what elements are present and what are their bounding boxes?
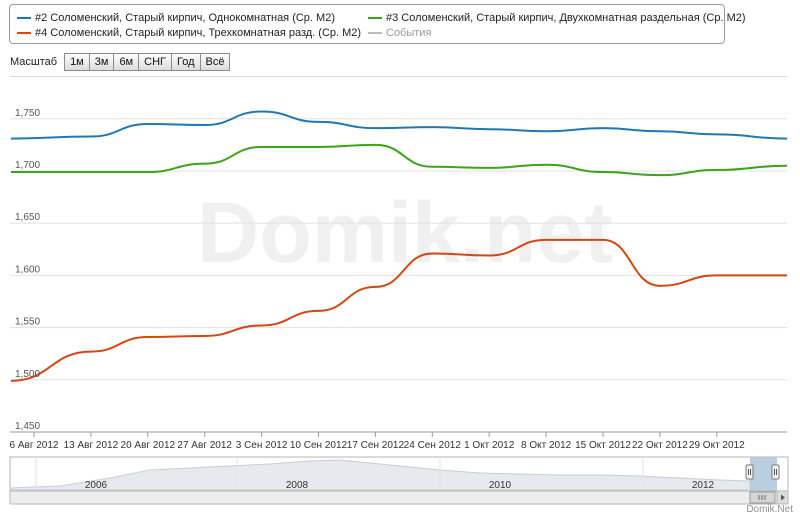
x-tick-label: 13 Авг 2012 [64, 440, 119, 451]
legend-item-series-4[interactable]: #4 Соломенский, Старый кирпич, Трехкомна… [17, 27, 361, 39]
x-tick-label: 1 Окт 2012 [464, 440, 515, 451]
range-button-3m[interactable]: 3м [88, 53, 115, 71]
series-group [10, 110, 788, 382]
x-tick-label: 10 Сен 2012 [290, 440, 348, 451]
navigator[interactable]: 2006 2008 2010 2012 [9, 456, 789, 505]
x-tick-label: 3 Сен 2012 [236, 440, 288, 451]
legend-label: #4 Соломенский, Старый кирпич, Трехкомна… [35, 27, 362, 39]
x-tick-label: 24 Сен 2012 [404, 440, 462, 451]
navigator-year-label: 2012 [692, 480, 715, 491]
navigator-year-label: 2010 [489, 480, 512, 491]
legend-label: События [386, 27, 432, 39]
navigator-year-label: 2006 [85, 480, 108, 491]
x-tick-label: 22 Окт 2012 [632, 440, 688, 451]
y-tick-label: 1,650 [15, 212, 40, 223]
x-tick-label: 27 Авг 2012 [177, 440, 232, 451]
navigator-year-label: 2008 [286, 480, 309, 491]
x-tick-label: 17 Сен 2012 [347, 440, 405, 451]
x-axis: 6 Авг 2012 13 Авг 2012 20 Авг 2012 27 Авг 2… [10, 432, 745, 451]
y-tick-label: 1,550 [15, 317, 40, 328]
navigator-scrollbar-track[interactable] [9, 490, 789, 505]
range-selector-label: Масштаб [10, 56, 58, 68]
legend-line-icon [368, 32, 382, 34]
y-tick-label: 1,750 [15, 108, 40, 119]
legend-item-series-3[interactable]: #3 Соломенский, Старый кирпич, Двухкомна… [368, 12, 746, 24]
navigator-handle-right[interactable] [771, 464, 780, 480]
legend-line-icon [17, 32, 31, 34]
legend-item-events[interactable]: События [368, 27, 431, 39]
y-axis: 1,450 1,500 1,550 1,600 1,650 1,700 1,750 [15, 108, 40, 432]
navigator-handle-left[interactable] [745, 464, 754, 480]
series-line-1[interactable] [10, 110, 788, 140]
legend-item-series-2[interactable]: #2 Соломенский, Старый кирпич, Однокомна… [17, 12, 335, 24]
series-line-3[interactable] [10, 238, 787, 382]
navigator-years: 2006 2008 2010 2012 [35, 457, 715, 491]
arrow-right-icon [781, 494, 785, 501]
legend-line-icon [368, 17, 382, 19]
x-tick-label: 29 Окт 2012 [689, 440, 745, 451]
legend: #2 Соломенский, Старый кирпич, Однокомна… [9, 4, 746, 44]
y-tick-label: 1,500 [15, 369, 40, 380]
x-tick-label: 6 Авг 2012 [10, 440, 59, 451]
range-button-6m[interactable]: 6м [113, 53, 140, 71]
watermark: Domik.net [197, 185, 613, 281]
y-tick-label: 1,450 [15, 421, 40, 432]
credit: Domik.Net [746, 504, 793, 515]
series-line-2[interactable] [11, 143, 788, 177]
grip-icon [758, 495, 766, 500]
x-tick-label: 8 Окт 2012 [521, 440, 572, 451]
range-selector: Масштаб 1м 3м 6м СНГ Год Всё [10, 53, 231, 71]
x-tick-label: 20 Авг 2012 [121, 440, 176, 451]
x-tick-label: 15 Окт 2012 [575, 440, 631, 451]
plot-area [10, 77, 787, 432]
legend-label: #3 Соломенский, Старый кирпич, Двухкомна… [386, 12, 746, 24]
y-tick-label: 1,600 [15, 264, 40, 275]
legend-line-icon [17, 17, 31, 19]
range-button-all[interactable]: Всё [199, 53, 231, 71]
legend-label: #2 Соломенский, Старый кирпич, Однокомна… [35, 12, 335, 24]
y-tick-label: 1,700 [15, 160, 40, 171]
